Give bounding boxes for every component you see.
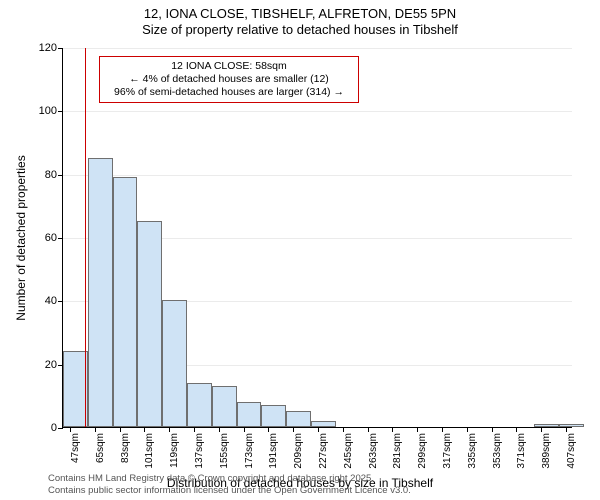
- x-tick-label: 227sqm: [318, 433, 329, 469]
- x-tick-label: 335sqm: [467, 433, 478, 469]
- x-tick: [492, 427, 493, 432]
- x-tick: [219, 427, 220, 432]
- callout-line: 96% of semi-detached houses are larger (…: [106, 86, 352, 99]
- x-tick-label: 281sqm: [392, 433, 403, 469]
- x-tick-label: 389sqm: [541, 433, 552, 469]
- histogram-chart: 02040608010012047sqm65sqm83sqm101sqm119s…: [62, 48, 572, 428]
- gridline: [63, 48, 572, 49]
- x-tick: [516, 427, 517, 432]
- x-tick-label: 299sqm: [417, 433, 428, 469]
- x-tick: [318, 427, 319, 432]
- y-tick: [58, 111, 63, 112]
- y-tick-label: 120: [39, 42, 57, 54]
- footer-line-2: Contains public sector information licen…: [48, 485, 411, 496]
- y-tick-label: 100: [39, 105, 57, 117]
- subject-callout: 12 IONA CLOSE: 58sqm← 4% of detached hou…: [99, 56, 359, 103]
- attribution-footer: Contains HM Land Registry data © Crown c…: [48, 473, 411, 496]
- y-tick-label: 40: [45, 295, 57, 307]
- callout-line: 12 IONA CLOSE: 58sqm: [106, 60, 352, 73]
- y-tick: [58, 428, 63, 429]
- x-tick-label: 119sqm: [169, 433, 180, 468]
- x-tick-label: 263sqm: [368, 433, 379, 469]
- y-axis-label: Number of detached properties: [14, 155, 28, 320]
- x-tick-label: 83sqm: [120, 433, 131, 463]
- x-tick: [244, 427, 245, 432]
- histogram-bar: [187, 383, 212, 427]
- x-tick: [343, 427, 344, 432]
- x-tick-label: 371sqm: [516, 433, 527, 469]
- x-tick: [541, 427, 542, 432]
- x-tick: [467, 427, 468, 432]
- histogram-bar: [286, 411, 311, 427]
- histogram-bar: [113, 177, 138, 427]
- histogram-bar: [261, 405, 286, 427]
- x-tick-label: 245sqm: [343, 433, 354, 469]
- x-tick: [95, 427, 96, 432]
- y-tick: [58, 48, 63, 49]
- y-tick-label: 20: [45, 359, 57, 371]
- histogram-bar: [137, 221, 162, 427]
- x-tick: [70, 427, 71, 432]
- title-line-2: Size of property relative to detached ho…: [0, 22, 600, 38]
- histogram-bar: [534, 424, 559, 427]
- x-tick-label: 209sqm: [293, 433, 304, 469]
- x-tick: [144, 427, 145, 432]
- histogram-bar: [212, 386, 237, 427]
- x-tick-label: 137sqm: [194, 433, 205, 469]
- subject-marker-line: [85, 48, 86, 427]
- x-tick: [392, 427, 393, 432]
- histogram-bar: [311, 421, 336, 427]
- x-tick-label: 101sqm: [144, 433, 155, 469]
- callout-line: ← 4% of detached houses are smaller (12): [106, 73, 352, 86]
- gridline: [63, 175, 572, 176]
- y-tick-label: 80: [45, 169, 57, 181]
- x-tick-label: 47sqm: [70, 433, 81, 463]
- gridline: [63, 111, 572, 112]
- x-tick-label: 155sqm: [219, 433, 230, 469]
- footer-line-1: Contains HM Land Registry data © Crown c…: [48, 473, 411, 484]
- histogram-bar: [162, 300, 187, 427]
- x-tick-label: 173sqm: [244, 433, 255, 469]
- x-tick: [417, 427, 418, 432]
- y-tick: [58, 175, 63, 176]
- plot-area: 02040608010012047sqm65sqm83sqm101sqm119s…: [62, 48, 572, 428]
- histogram-bar: [237, 402, 262, 427]
- x-tick: [169, 427, 170, 432]
- x-tick-label: 407sqm: [566, 433, 577, 469]
- x-tick: [368, 427, 369, 432]
- y-tick: [58, 301, 63, 302]
- y-tick-label: 60: [45, 232, 57, 244]
- x-tick-label: 191sqm: [268, 433, 279, 469]
- x-tick: [268, 427, 269, 432]
- x-tick-label: 65sqm: [95, 433, 106, 463]
- x-tick-label: 353sqm: [492, 433, 503, 469]
- x-tick: [566, 427, 567, 432]
- x-tick-label: 317sqm: [442, 433, 453, 469]
- histogram-bar: [559, 424, 584, 427]
- y-tick-label: 0: [51, 422, 57, 434]
- histogram-bar: [88, 158, 113, 427]
- title-line-1: 12, IONA CLOSE, TIBSHELF, ALFRETON, DE55…: [0, 6, 600, 22]
- x-tick: [120, 427, 121, 432]
- y-tick: [58, 238, 63, 239]
- x-tick: [194, 427, 195, 432]
- x-tick: [293, 427, 294, 432]
- chart-title: 12, IONA CLOSE, TIBSHELF, ALFRETON, DE55…: [0, 0, 600, 39]
- x-tick: [442, 427, 443, 432]
